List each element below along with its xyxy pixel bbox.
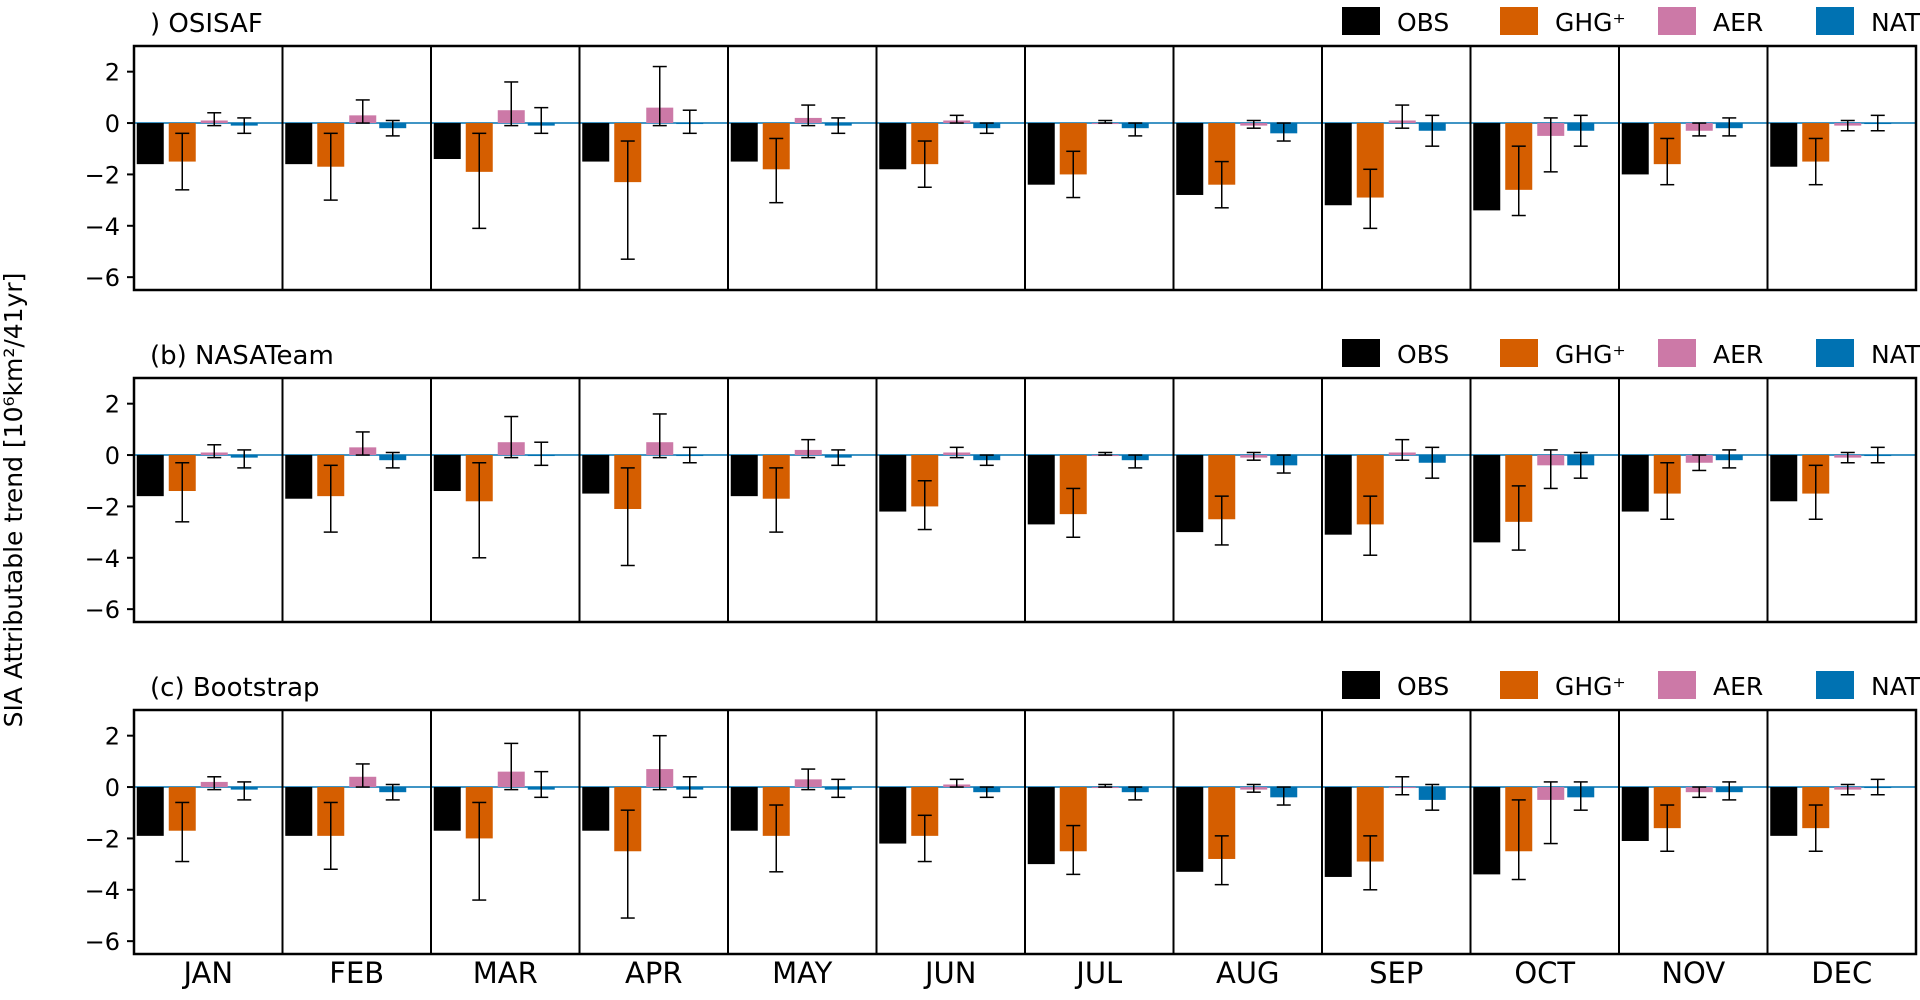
x-tick-label-feb: FEB: [329, 956, 384, 990]
bar-obs-jan: [136, 787, 164, 836]
bar-obs-may: [730, 123, 758, 162]
bar-obs-apr: [582, 123, 610, 162]
y-tick-label: 2: [105, 723, 120, 751]
y-tick-label: −4: [85, 545, 120, 573]
bar-obs-dec: [1770, 123, 1798, 167]
bar-obs-jul: [1027, 787, 1055, 865]
bar-obs-mar: [433, 455, 461, 492]
bar-obs-oct: [1473, 787, 1501, 875]
bar-obs-sep: [1324, 123, 1352, 206]
legend-swatch-obs: [1342, 671, 1380, 699]
panel-3: (c) Bootstrap OBS GHG⁺ AER NAT 2 0 −2 −4 −6: [85, 671, 1920, 956]
bar-obs-jul: [1027, 455, 1055, 525]
legend-label-nat: NAT: [1871, 340, 1920, 369]
bar-obs-sep: [1324, 787, 1352, 877]
legend-label-ghg: GHG⁺: [1555, 672, 1626, 701]
x-tick-label-aug: AUG: [1216, 956, 1280, 990]
x-tick-label-oct: OCT: [1514, 956, 1575, 990]
y-tick-label: 2: [105, 391, 120, 419]
legend-label-aer: AER: [1713, 340, 1763, 369]
bar-obs-feb: [285, 787, 313, 836]
panel-1: ) OSISAF OBS GHG⁺ AER NAT 2 0 −2 −4 −6: [85, 7, 1920, 292]
bar-obs-aug: [1176, 123, 1204, 195]
bar-obs-jan: [136, 123, 164, 165]
panel-frame: [132, 376, 1918, 624]
legend-label-obs: OBS: [1397, 340, 1449, 369]
legend-label-nat: NAT: [1871, 8, 1920, 37]
x-tick-label-sep: SEP: [1369, 956, 1423, 990]
x-tick-label-jun: JUN: [923, 956, 976, 990]
legend-label-obs: OBS: [1397, 672, 1449, 701]
legend-label-aer: AER: [1713, 8, 1763, 37]
legend-swatch-nat: [1816, 339, 1854, 367]
panel-2: (b) NASATeam OBS GHG⁺ AER NAT 2 0 −2 −4 −6: [85, 339, 1920, 624]
legend-swatch-obs: [1342, 339, 1380, 367]
bar-obs-jun: [879, 455, 907, 512]
bar-obs-dec: [1770, 455, 1798, 502]
bar-obs-jun: [879, 787, 907, 844]
bar-obs-nov: [1621, 123, 1649, 175]
bar-obs-apr: [582, 787, 610, 831]
legend-label-ghg: GHG⁺: [1555, 340, 1626, 369]
x-tick-label-dec: DEC: [1811, 956, 1872, 990]
y-tick-label: −2: [85, 825, 120, 853]
legend-swatch-nat: [1816, 671, 1854, 699]
bar-obs-jun: [879, 123, 907, 170]
bar-obs-sep: [1324, 455, 1352, 535]
panel-frame: [132, 44, 1918, 292]
bar-obs-jan: [136, 455, 164, 497]
bar-obs-nov: [1621, 455, 1649, 512]
legend-label-aer: AER: [1713, 672, 1763, 701]
y-tick-label: −6: [85, 596, 120, 624]
y-tick-label: −2: [85, 161, 120, 189]
bar-obs-dec: [1770, 787, 1798, 836]
x-tick-label-nov: NOV: [1661, 956, 1725, 990]
bar-obs-nov: [1621, 787, 1649, 841]
panel-title: (c) Bootstrap: [150, 673, 320, 703]
panel-title: ) OSISAF: [150, 9, 263, 39]
bar-obs-aug: [1176, 455, 1204, 533]
bar-obs-may: [730, 455, 758, 497]
legend-swatch-nat: [1816, 7, 1854, 35]
bar-obs-mar: [433, 787, 461, 831]
legend-swatch-aer: [1658, 7, 1696, 35]
y-tick-label: 0: [105, 110, 120, 138]
y-tick-label: −4: [85, 213, 120, 241]
legend-label-ghg: GHG⁺: [1555, 8, 1626, 37]
legend-swatch-ghg: [1500, 7, 1538, 35]
legend-swatch-aer: [1658, 339, 1696, 367]
x-tick-label-may: MAY: [772, 956, 833, 990]
y-tick-label: −4: [85, 877, 120, 905]
legend-swatch-obs: [1342, 7, 1380, 35]
panel-frame: [132, 708, 1918, 956]
bar-obs-feb: [285, 123, 313, 165]
bar-obs-apr: [582, 455, 610, 494]
bar-obs-oct: [1473, 123, 1501, 211]
bar-obs-feb: [285, 455, 313, 499]
x-tick-label-mar: MAR: [473, 956, 538, 990]
y-tick-label: −2: [85, 493, 120, 521]
x-tick-label-jan: JAN: [181, 956, 233, 990]
y-tick-label: 2: [105, 59, 120, 87]
panel-title: (b) NASATeam: [150, 341, 334, 371]
bar-obs-may: [730, 787, 758, 831]
y-tick-label: 0: [105, 774, 120, 802]
x-tick-label-jul: JUL: [1074, 956, 1122, 990]
legend-swatch-ghg: [1500, 339, 1538, 367]
y-tick-label: −6: [85, 928, 120, 956]
y-tick-label: 0: [105, 442, 120, 470]
y-axis-label: SIA Attributable trend [10⁶km²/41yr]: [0, 273, 28, 728]
bar-obs-aug: [1176, 787, 1204, 872]
x-tick-label-apr: APR: [625, 956, 682, 990]
legend-swatch-ghg: [1500, 671, 1538, 699]
legend-label-obs: OBS: [1397, 8, 1449, 37]
legend-swatch-aer: [1658, 671, 1696, 699]
y-tick-label: −6: [85, 264, 120, 292]
legend-label-nat: NAT: [1871, 672, 1920, 701]
bar-obs-jul: [1027, 123, 1055, 185]
bar-obs-oct: [1473, 455, 1501, 543]
bar-obs-mar: [433, 123, 461, 160]
